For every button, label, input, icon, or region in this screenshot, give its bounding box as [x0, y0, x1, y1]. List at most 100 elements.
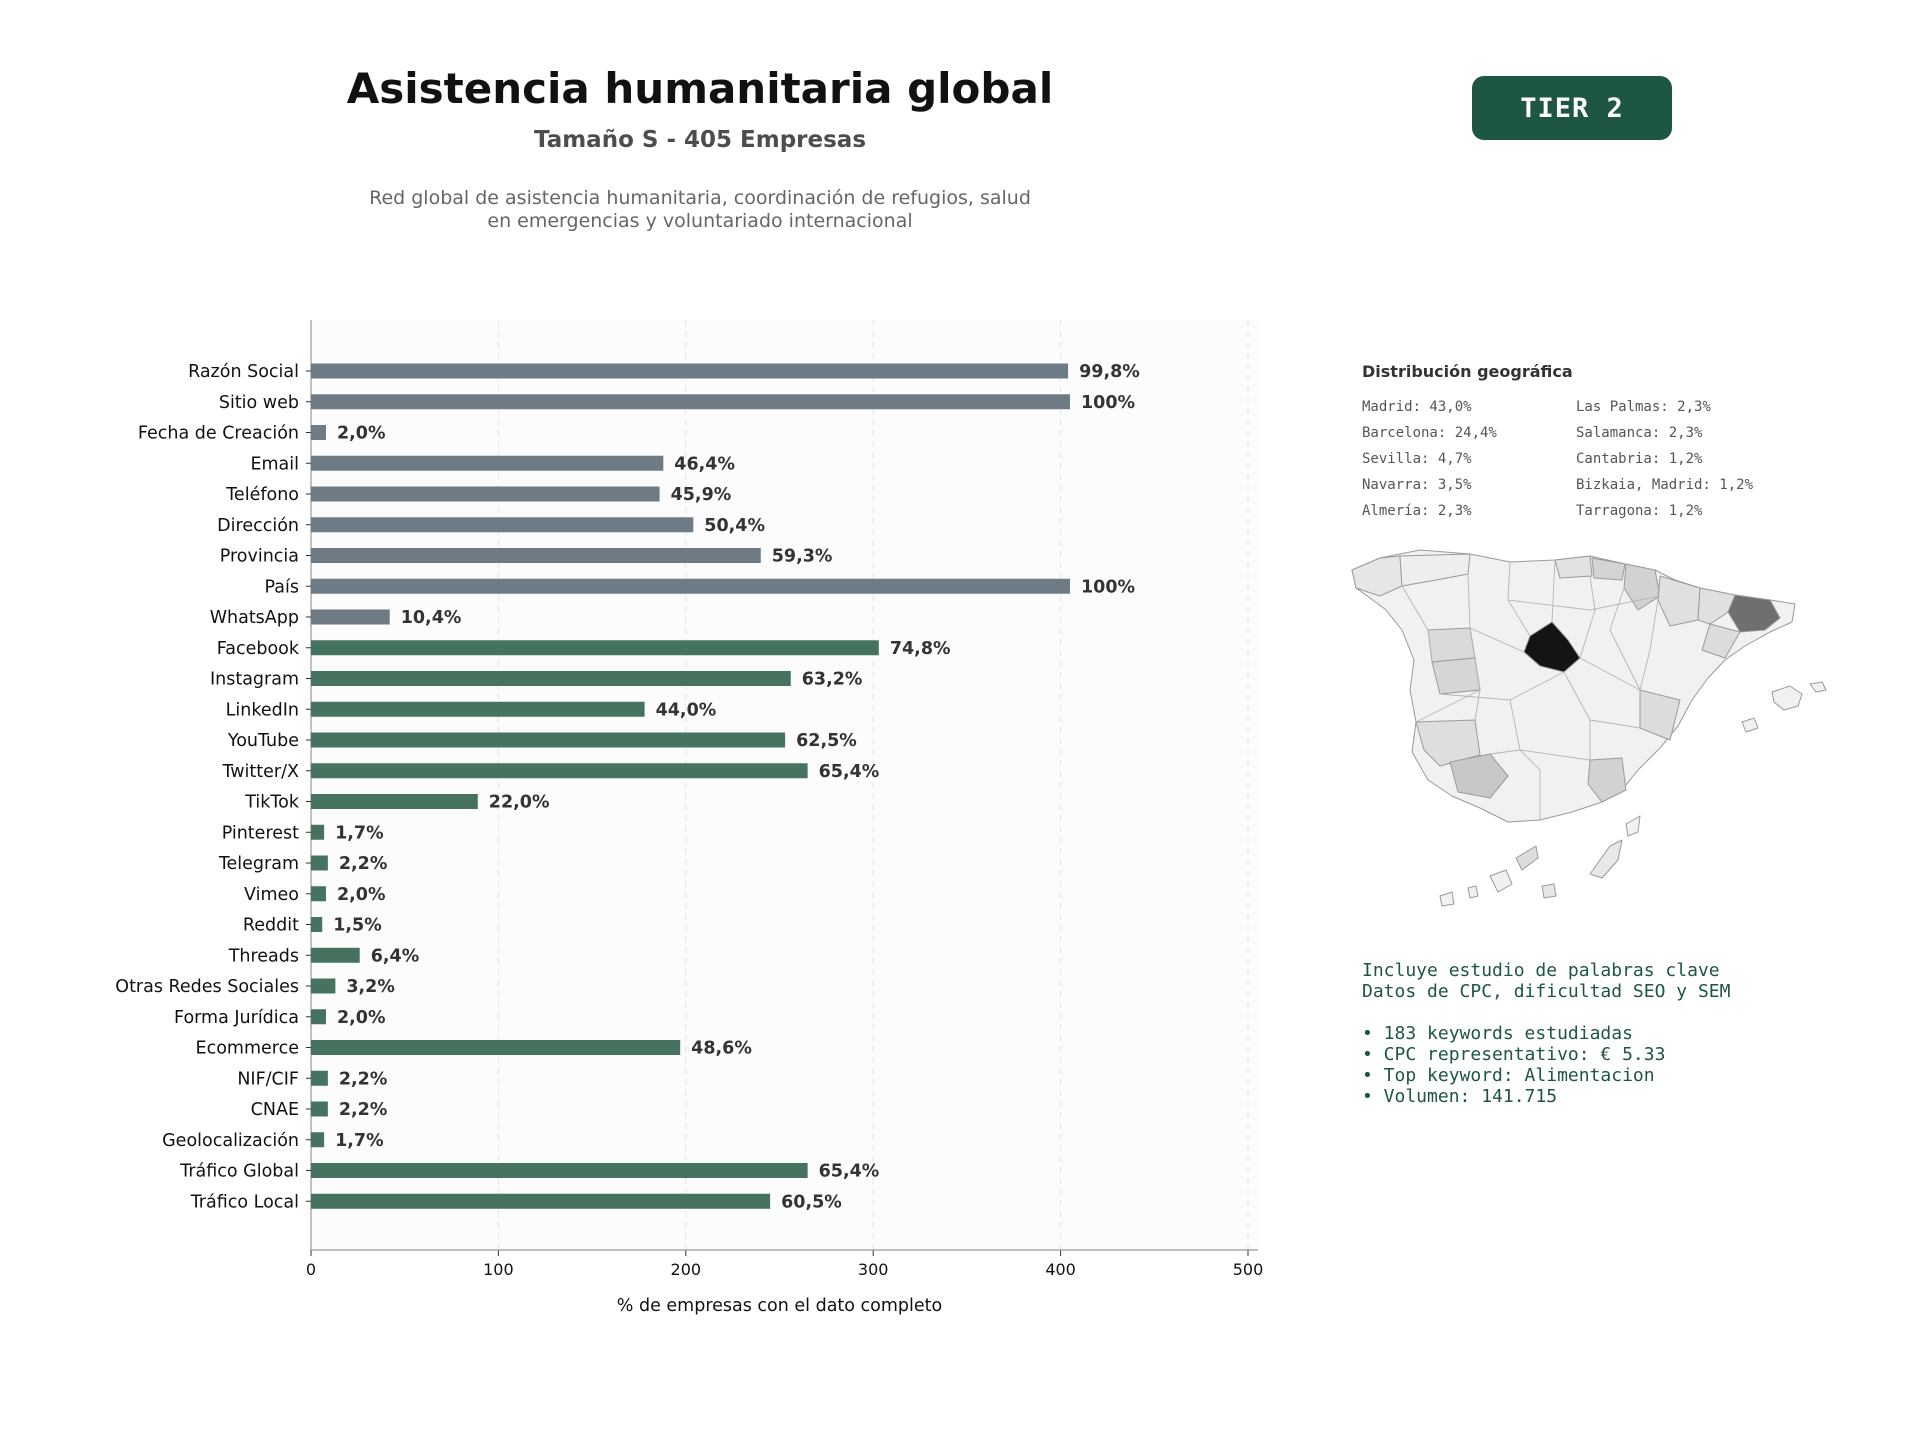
keyword-bullet: • 183 keywords estudiadas: [1362, 1023, 1633, 1044]
map-region: [1399, 553, 1471, 587]
bar: [311, 1132, 325, 1148]
map-region-madrid: [1523, 621, 1581, 673]
data-label: 63,2%: [802, 670, 863, 690]
bar: [311, 455, 664, 471]
data-label: 1,5%: [333, 916, 382, 936]
category-label: Sitio web: [219, 393, 299, 413]
x-tick-label: 200: [671, 1260, 702, 1279]
keyword-info: Incluye estudio de palabras clave Datos …: [1362, 960, 1730, 1107]
data-label: 48,6%: [691, 1039, 752, 1059]
spain-map: [1351, 549, 1827, 907]
category-label: Email: [250, 454, 299, 474]
bar: [311, 548, 761, 563]
x-tick-label: 100: [483, 1260, 514, 1279]
bar: [311, 394, 1070, 410]
data-label: 60,5%: [781, 1192, 842, 1212]
map-canarias: [1589, 839, 1623, 879]
x-axis-label: % de empresas con el dato completo: [617, 1296, 942, 1316]
bar: [311, 578, 1070, 594]
category-label: YouTube: [227, 731, 299, 751]
data-label: 45,9%: [671, 485, 732, 505]
x-tick-label: 400: [1045, 1260, 1076, 1279]
data-label: 10,4%: [401, 608, 462, 628]
map-region: [1431, 657, 1481, 695]
geo-item: Navarra: 3,5%: [1362, 477, 1472, 493]
bar: [311, 763, 808, 779]
data-label: 59,3%: [772, 547, 833, 567]
data-label: 44,0%: [656, 700, 717, 720]
map-region: [1639, 689, 1681, 741]
bar: [311, 486, 660, 502]
data-label: 2,0%: [337, 1008, 386, 1028]
data-label: 65,4%: [819, 1162, 880, 1182]
category-label: País: [265, 577, 299, 597]
map-region: [1427, 627, 1476, 663]
data-label: 99,8%: [1079, 362, 1140, 382]
bar: [311, 1070, 328, 1086]
x-tick-label: 500: [1233, 1260, 1264, 1279]
category-label: Ecommerce: [196, 1039, 299, 1059]
data-label: 3,2%: [346, 977, 395, 997]
geo-item: Cantabria: 1,2%: [1576, 451, 1703, 467]
category-label: Instagram: [210, 670, 299, 690]
description-line: Red global de asistencia humanitaria, co…: [369, 187, 1031, 209]
category-label: TikTok: [244, 793, 300, 813]
category-label: Telegram: [218, 854, 299, 874]
page-description: Red global de asistencia humanitaria, co…: [300, 187, 1100, 233]
map-region: [1623, 563, 1661, 611]
category-label: Reddit: [243, 916, 299, 936]
category-label: Facebook: [217, 639, 300, 659]
map-region: [1587, 757, 1627, 803]
bar: [311, 886, 326, 902]
description-line: en emergencias y voluntariado internacio…: [487, 210, 913, 232]
category-label: Tráfico Local: [190, 1192, 299, 1212]
x-tick-label: 300: [858, 1260, 889, 1279]
data-label: 2,2%: [339, 1069, 388, 1089]
keyword-bullet: • Volumen: 141.715: [1362, 1086, 1558, 1107]
data-label: 65,4%: [819, 762, 880, 782]
bar: [311, 1009, 326, 1025]
bar: [311, 1040, 681, 1055]
category-label: Vimeo: [244, 885, 299, 905]
keyword-bullet: • Top keyword: Alimentacion: [1362, 1065, 1655, 1086]
bar: [311, 824, 325, 840]
map-canarias: [1625, 815, 1641, 837]
geo-distribution-list: Madrid: 43,0% Las Palmas: 2,3% Barcelona…: [1362, 398, 1782, 520]
map-mainland: [1351, 549, 1796, 823]
data-label: 62,5%: [796, 731, 857, 751]
map-canarias: [1515, 845, 1539, 871]
bar: [311, 947, 360, 963]
geo-item: Bizkaia, Madrid: 1,2%: [1576, 477, 1754, 493]
map-canarias: [1467, 885, 1479, 899]
map-baleares: [1741, 717, 1759, 733]
category-label: Otras Redes Sociales: [115, 977, 299, 997]
map-canarias: [1541, 883, 1557, 899]
data-label: 2,2%: [339, 854, 388, 874]
map-region: [1697, 587, 1736, 625]
bar: [311, 855, 328, 871]
keyword-line: Incluye estudio de palabras clave: [1362, 960, 1720, 981]
map-region: [1554, 555, 1593, 579]
data-label: 1,7%: [335, 823, 384, 843]
bar-chart: 0 100 200 300 400 500 Razón Social 99,8% Sitio w…: [115, 320, 1264, 1316]
data-label: 2,2%: [339, 1100, 388, 1120]
data-label: 74,8%: [890, 639, 951, 659]
map-region: [1449, 753, 1509, 799]
bar: [311, 517, 694, 533]
category-label: NIF/CIF: [237, 1069, 299, 1089]
category-label: Pinterest: [222, 823, 299, 843]
map-canarias: [1439, 891, 1455, 907]
page-subtitle: Tamaño S - 405 Empresas: [533, 127, 867, 153]
geo-item: Salamanca: 2,3%: [1576, 425, 1703, 441]
category-label: Dirección: [217, 516, 299, 536]
bar: [311, 1101, 328, 1117]
data-label: 2,0%: [337, 885, 386, 905]
category-label: CNAE: [251, 1100, 299, 1120]
data-label: 100%: [1081, 577, 1135, 597]
bar: [311, 701, 645, 717]
data-label: 6,4%: [371, 946, 420, 966]
category-label: Threads: [228, 946, 299, 966]
category-label: Twitter/X: [221, 762, 299, 782]
category-label: Provincia: [220, 547, 299, 567]
geo-item: Tarragona: 1,2%: [1576, 503, 1703, 519]
